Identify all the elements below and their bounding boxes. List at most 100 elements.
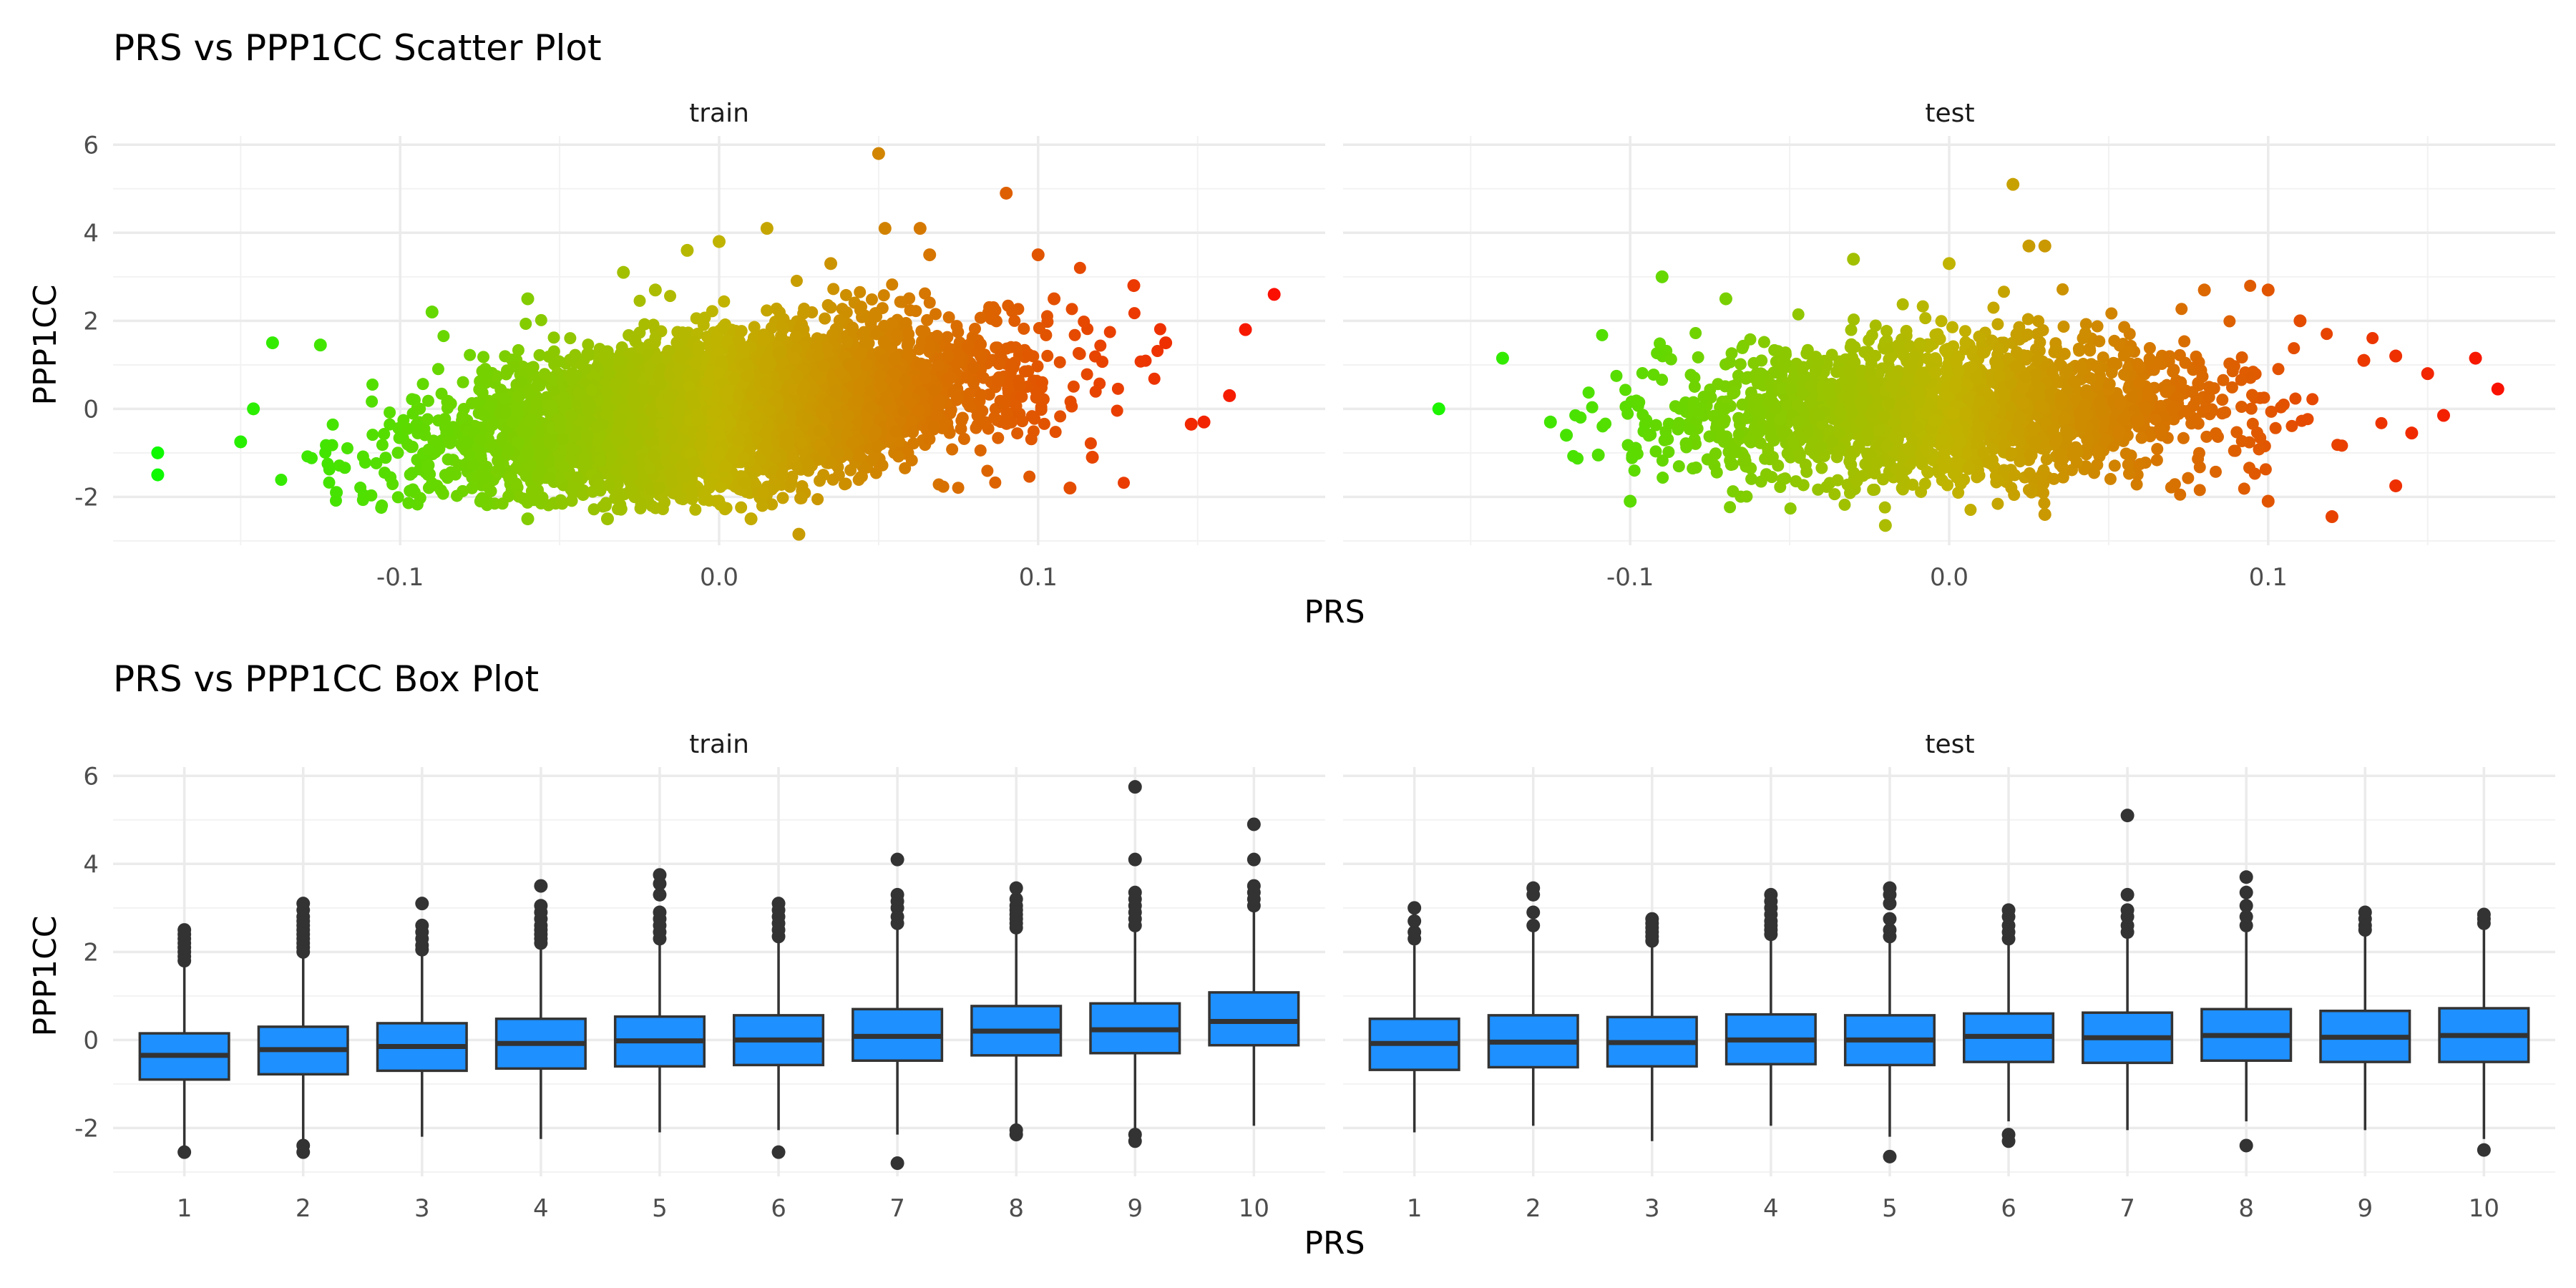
scatter-point [784,401,797,414]
scatter-point [569,369,582,381]
scatter-point [613,412,626,425]
scatter-point [531,379,544,392]
scatter-point [928,384,941,396]
scatter-point [556,497,569,510]
scatter-point [341,441,353,454]
scatter-point [891,329,904,342]
scatter-point [384,406,396,419]
scatter-point [942,349,955,362]
scatter-point [1153,323,1166,336]
scatter-point [599,345,612,358]
scatter-point [1033,322,1045,335]
scatter-point [547,331,560,344]
scatter-point [528,494,541,507]
scatter-point [234,435,248,449]
scatter-point [946,443,959,456]
scatter-point [760,353,773,366]
scatter-point [877,336,890,348]
scatter-point [735,325,748,338]
scatter-point [451,489,464,502]
scatter-point [777,323,790,336]
scatter-point [992,358,1005,371]
scatter-point [952,482,965,494]
scatter-point [613,487,626,500]
scatter-point [859,336,872,349]
scatter-point [888,353,901,366]
scatter-point [736,420,749,433]
scatter-point [535,450,547,463]
scatter-point [648,449,660,462]
scatter-point [663,392,676,405]
scatter-point [1078,315,1091,328]
scatter-point [771,395,784,408]
scatter-point [1053,356,1066,369]
scatter-point [975,338,987,351]
scatter-point [587,503,600,516]
scatter-point [689,503,702,516]
scatter-point [1002,382,1015,395]
scatter-point [868,311,881,323]
scatter-point [904,304,917,317]
scatter-point [628,369,640,381]
scatter-point [795,436,808,449]
scatter-point [497,431,509,444]
scatter-point [569,429,582,441]
scatter-point [813,474,826,487]
scatter-point [406,393,419,406]
scatter-point [952,326,965,338]
scatter-point [1035,401,1048,414]
scatter-point [766,498,779,511]
scatter-point [444,436,457,449]
scatter-point [941,331,954,343]
scatter-point [839,288,852,301]
scatter-point [904,415,917,428]
scatter-point [635,498,648,511]
x-tick-label: 0.1 [1019,563,1058,592]
scatter-point [1009,341,1022,354]
scatter-point [819,410,832,423]
scatter-point [854,348,867,361]
scatter-point [610,434,623,447]
scatter-point [543,436,556,449]
scatter-point [521,292,535,306]
scatter-point [519,469,532,482]
scatter-point [1134,355,1147,368]
scatter-point [989,476,1002,489]
scatter-point [674,351,687,364]
scatter-point [718,461,731,474]
scatter-point [668,451,680,464]
scatter-point [397,414,410,426]
scatter-point [1010,399,1023,412]
scatter-point [918,325,931,338]
scatter-point [802,464,815,477]
scatter-point [892,450,905,463]
scatter-point [643,462,656,475]
scatter-point [493,462,506,475]
scatter-point [416,378,429,391]
scatter-point [698,489,711,502]
scatter-point [852,473,865,486]
scatter-point [811,332,824,345]
scatter-point [647,318,660,331]
scatter-point [1111,382,1124,395]
scatter-point [1054,410,1067,423]
scatter-point [871,440,884,453]
scatter-point [502,490,515,503]
scatter-point [565,494,578,507]
scatter-point [921,313,934,326]
scatter-point [992,431,1005,444]
scatter-point [466,397,479,410]
scatter-point [532,437,545,450]
scatter-point [1023,470,1036,483]
scatter-point [902,328,915,341]
scatter-point [923,433,936,446]
scatter-point [772,347,785,360]
scatter-point [957,432,970,445]
scatter-point [738,341,751,354]
scatter-point [505,471,518,484]
scatter-point [1103,326,1116,338]
scatter-point [565,409,577,422]
scatter-point [384,418,396,431]
scatter-point [1013,379,1026,392]
scatter-point [600,512,614,526]
